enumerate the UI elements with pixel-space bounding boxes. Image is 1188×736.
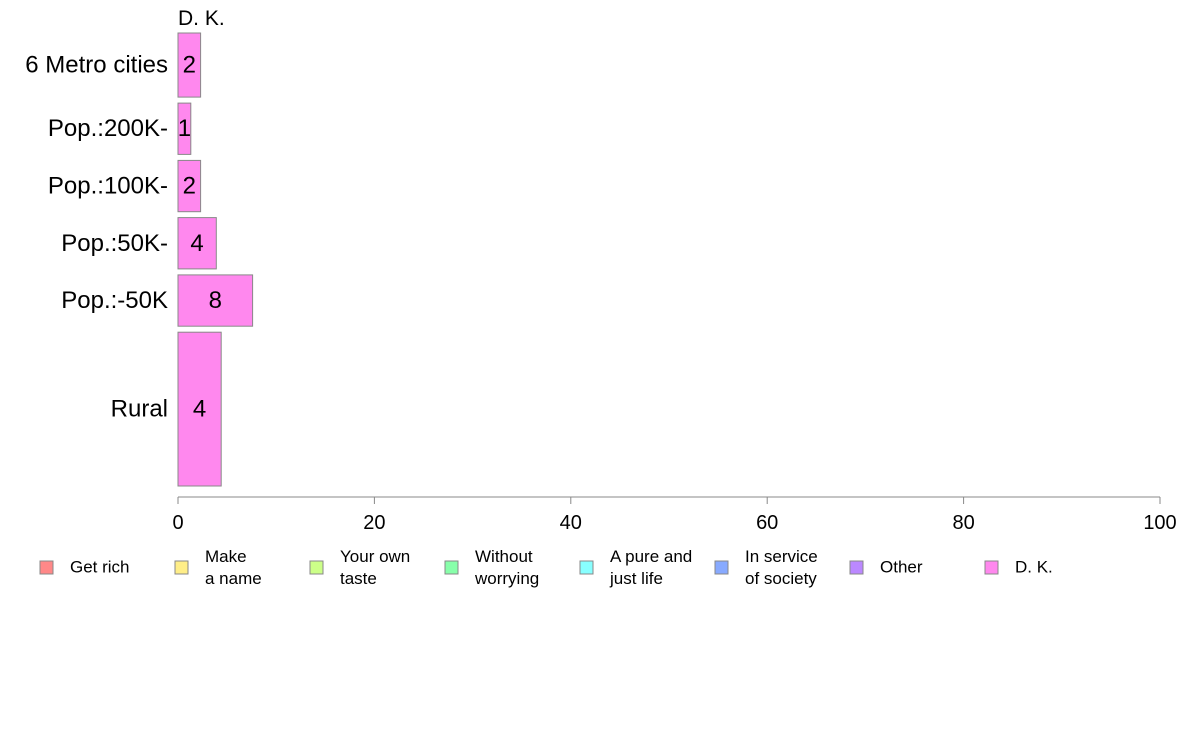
legend-swatch [579, 560, 594, 575]
x-tick-label: 0 [172, 512, 183, 534]
bar [177, 32, 202, 98]
legend-swatch [444, 560, 459, 575]
legend-swatch [714, 560, 729, 575]
legend-swatch [174, 560, 189, 575]
x-tick-label: 20 [363, 512, 385, 534]
bar [177, 331, 222, 487]
bar [177, 102, 192, 155]
x-tick-label: 60 [756, 512, 778, 534]
legend-label: Other [880, 558, 923, 577]
bar [177, 217, 217, 270]
bar-value-label: 8 [209, 287, 222, 314]
category-label: 6 Metro cities [25, 52, 168, 79]
category-label: Pop.:100K- [48, 173, 168, 200]
category-label: Pop.:50K- [61, 230, 168, 257]
legend-swatch [984, 560, 999, 575]
legend-label: Get rich [70, 558, 130, 577]
legend: Get rich Make a name Your own taste Without wo… [39, 547, 1053, 588]
bar-value-label: 2 [183, 173, 196, 200]
x-tick-label: 40 [560, 512, 582, 534]
category-label: Pop.:-50K [61, 287, 168, 314]
x-tick-label: 100 [1143, 512, 1176, 534]
bar-value-label: 4 [190, 230, 203, 257]
bar-group: 6 Metro cities 2 Pop.:200K- 1 Pop.:100K- 2 Pop… [25, 32, 254, 487]
x-tick-label: 80 [952, 512, 974, 534]
panel-title: D. K. [178, 7, 225, 30]
bar [177, 274, 254, 327]
legend-swatch [309, 560, 324, 575]
legend-label: D. K. [1015, 558, 1053, 577]
legend-swatch [849, 560, 864, 575]
legend-label: In service of society [745, 547, 818, 588]
x-axis: 0 20 40 60 80 100 [172, 496, 1177, 534]
category-label: Pop.:200K- [48, 115, 168, 142]
bar [177, 159, 202, 213]
legend-label: A pure and just life [609, 547, 692, 588]
category-label: Rural [111, 396, 168, 423]
legend-label: Without worrying [474, 547, 539, 588]
bar-value-label: 4 [193, 396, 206, 423]
legend-label: Make a name [205, 547, 262, 588]
bar-value-label: 2 [183, 52, 196, 79]
legend-swatch [39, 560, 54, 575]
legend-label: Your own taste [340, 547, 410, 588]
bar-value-label: 1 [178, 115, 191, 142]
